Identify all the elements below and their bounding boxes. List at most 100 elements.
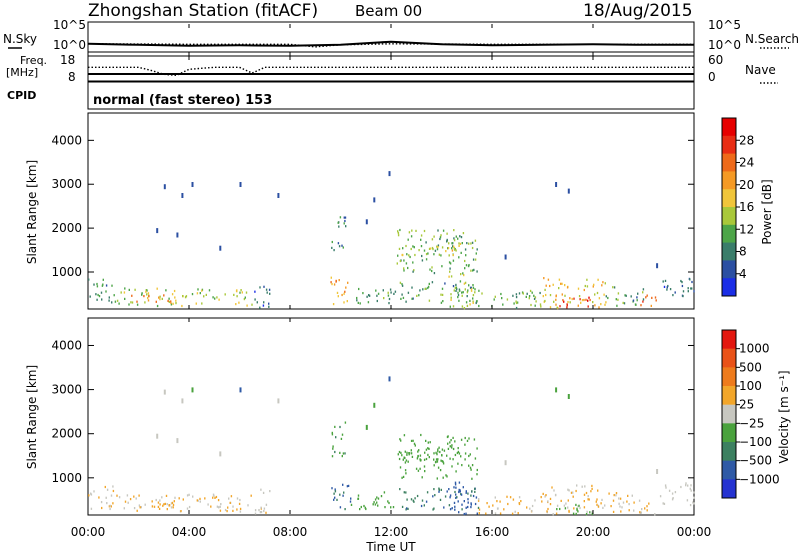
velocity-cell: [451, 444, 453, 447]
velocity-cell: [174, 496, 176, 499]
velocity-cell: [334, 496, 336, 499]
power-cell: [450, 293, 452, 296]
power-cell: [251, 303, 253, 306]
velocity-cell: [455, 493, 457, 496]
power-cell: [401, 283, 403, 286]
power-cell: [336, 291, 339, 294]
velocity-cell: [640, 511, 642, 514]
power-cell: [687, 287, 689, 290]
power-cell: [555, 303, 557, 306]
velocity-cell: [488, 505, 490, 508]
power-cell: [470, 288, 473, 291]
power-cell: [377, 292, 380, 295]
power-cell: [533, 294, 535, 297]
velocity-cell: [687, 484, 689, 487]
velocity-colorbar-tick-label: −1000: [739, 472, 780, 486]
velocity-cell: [526, 506, 528, 509]
velocity-cell: [159, 503, 161, 506]
power-cell: [118, 302, 120, 305]
power-cell: [650, 304, 652, 307]
power-cell: [669, 288, 672, 291]
power-cell: [268, 288, 271, 291]
velocity-cell: [163, 503, 165, 506]
power-cell: [423, 229, 426, 233]
power-cell: [413, 246, 415, 249]
velocity-cell: [587, 498, 589, 501]
power-cell: [440, 293, 442, 296]
velocity-cell: [435, 460, 437, 463]
power-cell: [407, 266, 409, 270]
power-cell: [588, 296, 590, 299]
velocity-cell: [404, 461, 407, 464]
velocity-cell: [151, 500, 153, 503]
velocity-cell: [441, 454, 443, 457]
power-cell: [529, 289, 532, 292]
velocity-cell: [112, 485, 114, 488]
velocity-cell: [685, 484, 687, 487]
velocity-cell: [346, 485, 349, 488]
velocity-cell: [334, 450, 336, 454]
velocity-cell: [192, 495, 194, 498]
velocity-cell: [110, 494, 113, 497]
power-cell: [425, 253, 428, 256]
velocity-cell: [350, 503, 353, 506]
power-cell: [446, 240, 448, 243]
velocity-cell: [442, 462, 445, 465]
y-tick-label: 3000: [51, 383, 82, 397]
power-cell: [375, 289, 377, 292]
velocity-cell: [476, 512, 478, 515]
power-cell: [573, 297, 575, 300]
power-cell: [343, 216, 345, 219]
power-cell: [331, 283, 333, 286]
power-cell: [438, 253, 441, 256]
power-cell: [687, 290, 689, 293]
power-cell: [468, 284, 470, 287]
velocity-cell: [476, 473, 478, 476]
power-cell: [394, 290, 397, 293]
velocity-cell: [475, 496, 478, 499]
power-cell: [463, 307, 466, 310]
power-cell: [542, 295, 544, 298]
y-tick-label: 1000: [51, 471, 82, 485]
velocity-cell: [597, 489, 599, 492]
power-cell: [662, 280, 664, 283]
velocity-cell: [162, 504, 164, 507]
power-cell: [452, 242, 454, 245]
power-cell: [224, 293, 226, 296]
velocity-cell: [601, 498, 603, 501]
power-cell: [441, 265, 443, 268]
velocity-cell: [138, 504, 141, 507]
velocity-cell: [217, 499, 220, 502]
power-cell: [174, 296, 176, 299]
power-cell: [196, 292, 199, 295]
velocity-cell: [659, 495, 662, 498]
power-cell: [98, 295, 101, 298]
power-cell: [241, 291, 243, 294]
power-cell: [146, 289, 148, 292]
velocity-cell: [433, 452, 435, 455]
velocity-cell: [229, 501, 231, 504]
velocity-cell: [236, 508, 238, 511]
power-cell: [625, 294, 627, 297]
power-cell: [185, 295, 188, 298]
power-cell: [418, 249, 420, 252]
power-cell: [408, 231, 411, 234]
velocity-cell: [151, 505, 154, 508]
power-cell: [143, 295, 145, 298]
velocity-cell: [470, 502, 472, 505]
velocity-cell: [514, 510, 516, 513]
power-cell: [201, 302, 203, 305]
power-cell: [419, 289, 421, 292]
nsky-ylabel: N.Sky: [3, 32, 37, 46]
power-cell: [455, 283, 457, 286]
velocity-sparse-point: [373, 402, 376, 408]
velocity-cell: [178, 497, 180, 500]
velocity-cell: [447, 442, 449, 445]
power-sparse-point: [176, 232, 179, 238]
power-cell: [539, 291, 541, 295]
power-cell: [680, 279, 682, 283]
velocity-cell: [458, 488, 460, 491]
freq-ylabel: Freq.: [20, 54, 47, 67]
power-cell: [472, 301, 474, 304]
power-cell: [235, 303, 237, 306]
